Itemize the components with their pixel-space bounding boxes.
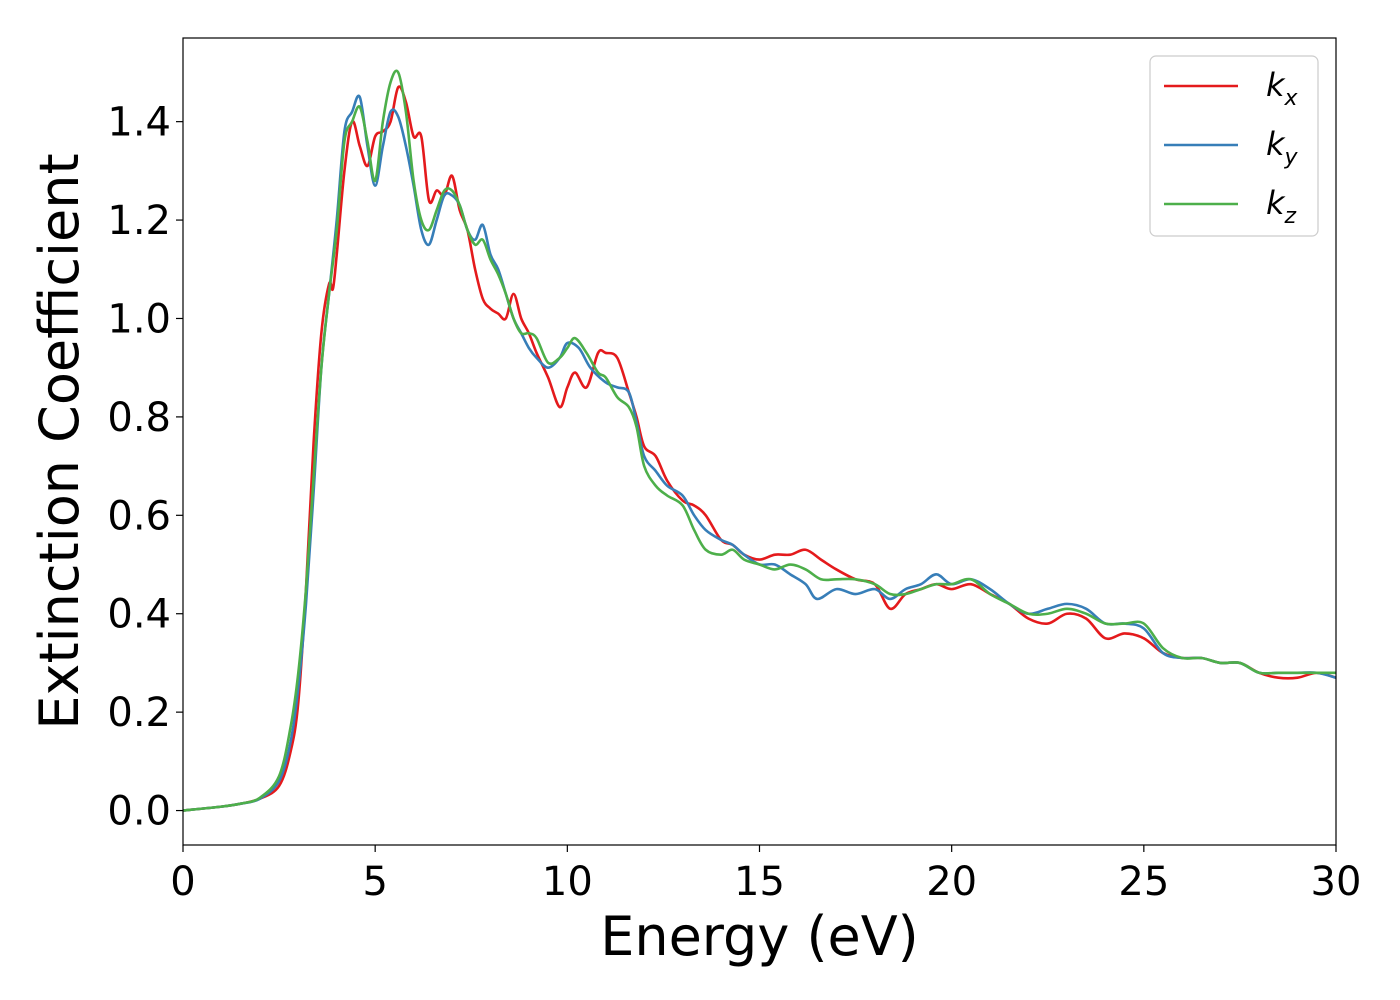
y-tick-label: 0.0: [107, 789, 171, 835]
y-axis-title: Extinction Coefficient: [28, 153, 91, 729]
legend-label-subscript: z: [1284, 204, 1297, 229]
legend-label-y: ky: [1266, 125, 1299, 170]
y-tick-label: 0.4: [107, 592, 171, 638]
legend-label-base: k: [1266, 184, 1286, 222]
series-layer: [182, 69, 1337, 812]
y-tick-label: 1.4: [107, 100, 171, 146]
x-axis: 0 5 10 15 20 25 30: [170, 845, 1361, 905]
x-axis-title: Energy (eV): [600, 905, 919, 968]
y-tick-label: 1.2: [107, 198, 171, 244]
y-tick-label: 1.0: [107, 296, 171, 342]
x-tick-label: 5: [362, 859, 387, 905]
legend-label-subscript: x: [1284, 86, 1299, 111]
x-tick-label: 30: [1311, 859, 1362, 905]
x-tick-label: 20: [926, 859, 977, 905]
legend-label-base: k: [1266, 66, 1286, 104]
x-tick-label: 10: [542, 859, 593, 905]
y-tick-label: 0.2: [107, 690, 171, 736]
x-tick-label: 0: [170, 859, 195, 905]
series-line-z: [182, 69, 1336, 812]
legend-label-z: kz: [1266, 184, 1297, 229]
y-tick-label: 0.6: [107, 493, 171, 539]
legend-label-base: k: [1266, 125, 1286, 163]
legend-label-x: kx: [1266, 66, 1299, 111]
y-axis: 0.0 0.2 0.4 0.6 0.8 1.0 1.2 1.4: [107, 100, 183, 835]
y-tick-label: 0.8: [107, 395, 171, 441]
x-tick-label: 15: [734, 859, 785, 905]
x-tick-label: 25: [1118, 859, 1169, 905]
legend-label-subscript: y: [1284, 145, 1299, 170]
